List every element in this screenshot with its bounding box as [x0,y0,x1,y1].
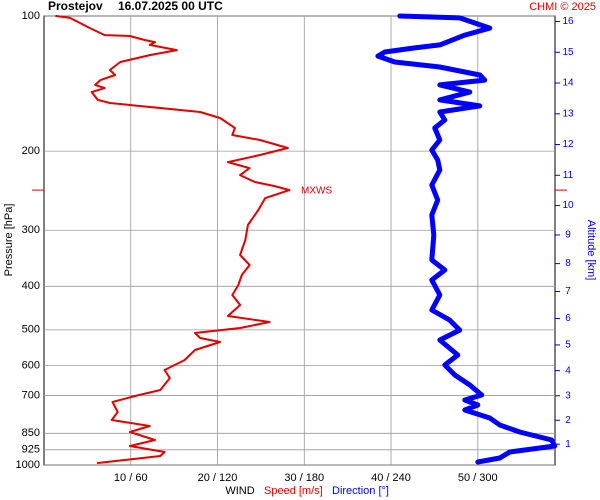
x-tick-label: 20 / 120 [198,472,238,484]
annotation-label: MXWS [301,186,332,197]
y-tick-label: 400 [22,280,40,292]
y-tick-label: 925 [22,444,40,456]
y2-tick-label: 7 [565,286,571,297]
x-tick-label: 10 / 60 [114,472,148,484]
y-tick-label: 300 [22,224,40,236]
y2-tick-label: 15 [562,47,574,58]
x-tick-label: 50 / 300 [458,472,498,484]
legend-speed: Speed [m/s] [264,485,323,497]
y2-tick-label: 10 [562,200,574,211]
y2-tick-label: 5 [565,340,571,351]
chart-title: 16.07.2025 00 UTC [118,0,223,13]
y-tick-label: 100 [22,10,40,22]
x-tick-label: 30 / 180 [284,472,324,484]
credit: CHMI © 2025 [529,1,596,13]
station: Prostejov [48,0,103,13]
y-tick-label: 1000 [16,459,40,471]
legend-direction: Direction [°] [332,485,389,497]
y-tick-label: 850 [22,427,40,439]
y-tick-label: 500 [22,324,40,336]
y2-tick-label: 11 [563,170,574,181]
y-tick-label: 200 [22,145,40,157]
y-axis-label: Pressure [hPa] [3,204,15,277]
y-tick-label: 700 [22,389,40,401]
y2-tick-label: 13 [562,108,574,119]
x-axis-label: WIND [225,485,254,497]
y2-tick-label: 1 [565,439,571,450]
y2-tick-label: 16 [562,16,574,27]
y2-tick-label: 8 [565,258,571,269]
y2-tick-label: 2 [565,415,571,426]
profile-line [55,15,291,464]
profile-line [375,13,558,465]
y2-axis-label: Altitude [km] [585,220,597,281]
y2-tick-label: 12 [562,139,574,150]
y-tick-label: 600 [22,359,40,371]
y2-tick-label: 4 [565,365,571,376]
y2-tick-label: 14 [562,78,574,89]
x-tick-label: 40 / 240 [371,472,411,484]
y2-tick-label: 6 [565,313,571,324]
y2-tick-label: 3 [565,390,571,401]
y2-tick-label: 9 [565,230,571,241]
